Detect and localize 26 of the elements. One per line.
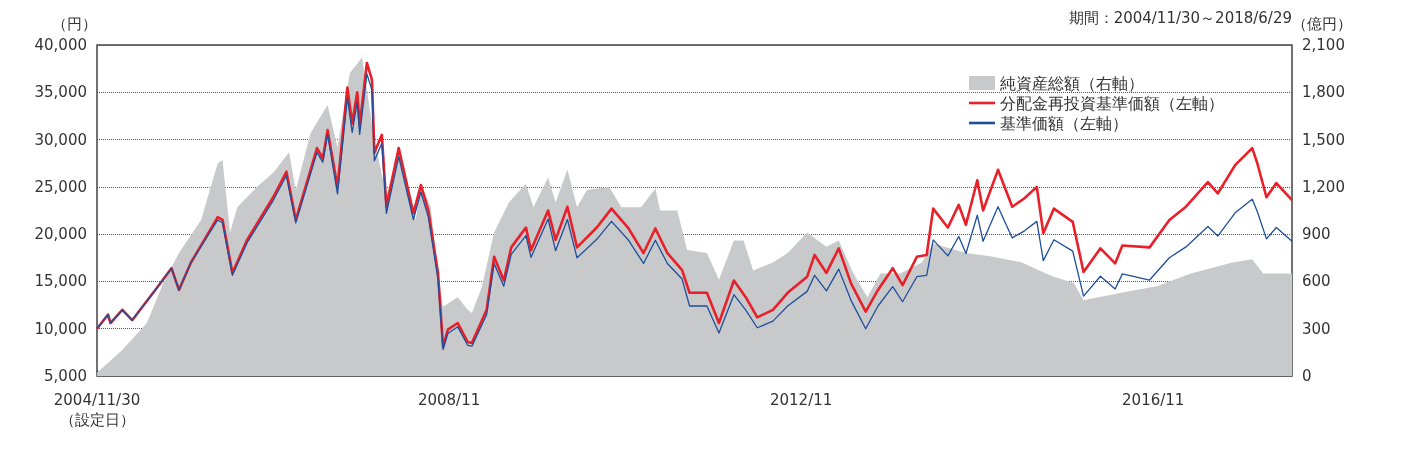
y2-tick-label: 0 bbox=[1302, 367, 1312, 385]
y2-tick-label: 1,200 bbox=[1302, 177, 1345, 196]
y-tick-label: 5,000 bbox=[44, 367, 87, 385]
y-tick-label: 25,000 bbox=[34, 177, 87, 196]
y2-tick-label: 600 bbox=[1302, 272, 1331, 291]
legend-label: 分配金再投資基準価額（左軸） bbox=[1000, 93, 1224, 113]
y-tick-label: 20,000 bbox=[34, 225, 87, 244]
y2-axis-title: （億円） bbox=[1292, 14, 1352, 33]
y2-tick-label: 300 bbox=[1302, 319, 1331, 338]
y2-tick-label: 2,100 bbox=[1302, 36, 1345, 54]
legend-label: 基準価額（左軸） bbox=[1000, 113, 1128, 133]
y-tick-label: 40,000 bbox=[34, 36, 87, 54]
y-tick-label: 10,000 bbox=[34, 319, 87, 338]
x-tick-label: 2008/11 bbox=[417, 391, 481, 409]
x-tick-label: 2016/11 bbox=[1122, 391, 1185, 409]
y-axis-title: （円） bbox=[52, 14, 97, 33]
y2-tick-label: 1,500 bbox=[1302, 130, 1345, 149]
x-tick-label: 2004/11/30 （設定日） bbox=[53, 391, 141, 429]
y2-tick-label: 1,800 bbox=[1302, 83, 1345, 102]
y-tick-label: 30,000 bbox=[34, 130, 87, 149]
text: 期間：2004/11/30～2018/6/29 bbox=[1068, 8, 1293, 27]
legend-label: 純資産総額（右軸） bbox=[1000, 73, 1144, 93]
y-tick-label: 15,000 bbox=[34, 272, 87, 291]
y2-tick-label: 900 bbox=[1302, 225, 1331, 244]
x-tick-label: 2012/11 bbox=[769, 391, 833, 409]
y-tick-label: 35,000 bbox=[34, 83, 87, 102]
